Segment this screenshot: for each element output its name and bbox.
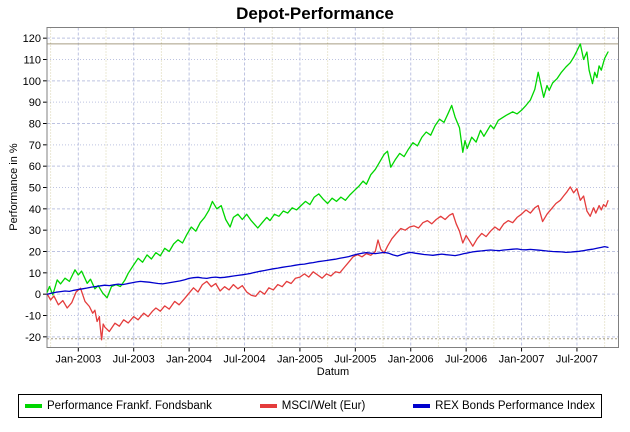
y-tick-label: 90 [29,97,41,109]
legend-item-msci: MSCI/Welt (Eur) [259,400,366,412]
y-tick-label: 60 [29,161,41,173]
y-tick-label: -10 [25,311,41,323]
chart-title: Depot-Performance [236,4,394,23]
y-tick-label: 0 [35,289,41,301]
y-tick-label: 110 [23,55,41,67]
legend-item-rex: REX Bonds Performance Index [413,400,595,412]
legend-item-fondsbank: Performance Frankf. Fondsbank [25,400,212,412]
legend: Performance Frankf. Fondsbank MSCI/Welt … [18,394,602,418]
y-tick-label: -20 [25,332,41,344]
blue-line-swatch [413,404,431,408]
red-line-swatch [259,404,277,408]
x-axis-label: Datum [316,366,350,378]
plot-border [46,27,619,348]
x-tick-label: Jul-2003 [113,354,155,366]
x-tick-label: Jul-2007 [556,354,598,366]
x-tick-label: Jan-2007 [499,354,545,366]
series-line-msci [46,186,609,341]
green-line-swatch [25,404,42,408]
y-tick-label: 10 [29,268,41,280]
x-tick-label: Jul-2004 [223,354,265,366]
y-tick-label: 20 [29,247,41,259]
y-tick-label: 50 [29,183,41,195]
series-line-rex [46,245,609,295]
x-tick-label: Jul-2006 [445,354,487,366]
y-tick-label: 70 [29,140,41,152]
legend-label-rex: REX Bonds Performance Index [435,400,595,412]
x-tick-label: Jan-2003 [55,354,101,366]
legend-label-msci: MSCI/Welt (Eur) [281,400,366,412]
y-tick-label: 80 [29,119,41,131]
y-tick-label: 40 [29,204,41,216]
legend-label-fondsbank: Performance Frankf. Fondsbank [47,400,212,412]
x-tick-label: Jan-2005 [277,354,323,366]
x-tick-label: Jul-2005 [334,354,376,366]
x-tick-label: Jan-2004 [166,354,212,366]
series-line-fondsbank [46,43,609,299]
y-tick-label: 120 [23,33,41,45]
y-axis-label: Performance in % [8,143,20,231]
y-tick-label: 30 [29,225,41,237]
x-tick-label: Jan-2006 [388,354,434,366]
y-tick-label: 100 [23,76,41,88]
